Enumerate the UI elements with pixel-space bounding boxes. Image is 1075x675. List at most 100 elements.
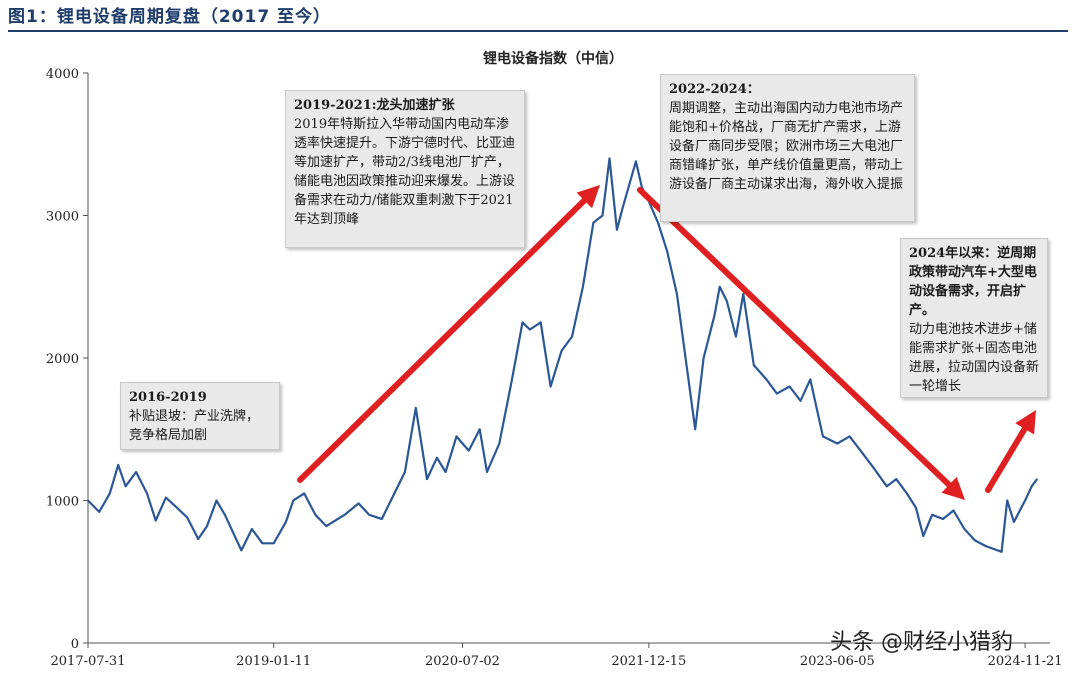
data-point [922,535,925,537]
data-point [822,435,824,438]
data-point [984,545,987,547]
data-point [836,442,839,445]
data-point [702,357,705,359]
annotation-head: 2024年以来：逆周期政策带动汽车+大型电动设备需求，开启扩产。 [909,246,1037,318]
y-tick-label: 3000 [46,210,79,225]
data-point [539,321,542,324]
data-point [571,335,573,338]
data-point [303,492,305,495]
data-point [931,513,933,516]
data-point [391,496,394,499]
data-point [859,449,862,452]
data-point [1030,485,1033,488]
data-point [621,207,624,210]
data-point [1013,521,1015,523]
data-point [1024,499,1026,502]
trend-arrows [297,185,1036,500]
y-tick-label: 0 [71,637,79,652]
data-point [478,428,481,431]
data-point [1036,478,1038,480]
data-point [436,456,438,459]
data-point [788,385,791,388]
data-point [765,378,768,381]
data-point [314,513,317,516]
data-point [521,321,524,324]
data-point [752,364,755,366]
data-point [415,407,417,409]
data-point [1000,551,1003,553]
data-point [735,335,737,338]
data-point [368,513,370,516]
data-point [549,385,552,388]
series-line [87,157,1038,553]
data-point [809,378,812,381]
data-point [98,511,101,513]
data-point [742,293,745,295]
annotation-body: 补贴退坡：产业洗牌，竞争格局加剧 [129,409,260,443]
data-point [165,496,167,499]
annotation-body: 2019年特斯拉入华带动国内电动车渗透率快速提升。下游宁德时代、比亚迪等加速扩产… [294,117,516,227]
data-point [285,521,287,523]
x-tick-label: 2017-07-31 [51,654,126,669]
series-group [87,157,1038,553]
arrow-up-2024-head [1015,410,1036,435]
data-point [455,435,458,438]
data-point [616,228,618,231]
arrow-up-2024-shaft [985,425,1028,493]
data-point [560,350,563,352]
annotation-head: 2019-2021:龙头加速扩张 [294,98,455,113]
data-point [135,471,137,473]
data-point [718,285,721,288]
data-point [404,471,406,473]
data-point [1006,499,1008,502]
data-point [261,542,264,545]
data-point [380,518,383,520]
data-point [215,499,218,502]
data-point [915,506,917,509]
arrow-down-2022-2024-head [941,476,965,500]
data-point [895,478,898,480]
y-tick-label: 1000 [46,495,79,510]
data-point [776,392,778,395]
data-point [666,250,668,252]
chart-title: 锂电设备指数（中信） [483,50,623,67]
data-point [974,539,976,542]
y-tick-label: 2000 [46,352,79,367]
data-point [906,492,908,495]
data-point [529,328,531,331]
data-point [461,442,464,445]
data-point [357,502,360,505]
data-point [87,499,89,502]
arrow-up-2019-2021-head [576,185,600,209]
data-point [601,214,604,217]
y-tick-label: 4000 [46,67,79,82]
data-point [608,157,611,160]
arrow-up-2019-2021-shaft [297,197,588,483]
data-point [657,221,659,224]
figure-title: 图1：锂电设备周期复盘（2017 至今） [8,7,332,27]
data-point [870,464,873,466]
data-point [224,513,226,516]
annotation-body: 动力电池技术进步+储能需求扩张+固态电池进展，拉动国内设备新一轮增长 [909,322,1040,394]
data-point [592,221,595,224]
data-point [713,314,716,317]
data-point [942,518,944,520]
annotation-2024-onward: 2024年以来：逆周期政策带动汽车+大型电动设备需求，开启扩产。 动力电池技术进… [900,238,1048,398]
annotation-head: 2022-2024： [669,82,760,97]
annotation-2016-2019: 2016-2019 补贴退坡：产业洗牌，竞争格局加剧 [120,382,280,450]
data-point [154,519,157,522]
data-point [444,471,447,473]
data-point [272,542,275,545]
data-point [117,464,119,466]
data-point [124,485,127,488]
data-point [292,499,295,502]
data-point [799,399,802,402]
data-point [848,435,851,438]
data-point [886,485,888,488]
data-point [343,513,346,516]
data-point [486,471,488,473]
annotation-head: 2016-2019 [129,390,207,405]
data-point [146,492,148,495]
data-point [197,538,200,540]
